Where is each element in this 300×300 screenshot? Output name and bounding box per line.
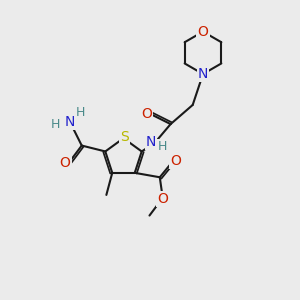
Text: N: N: [198, 67, 208, 81]
Text: N: N: [65, 115, 75, 129]
Text: O: O: [198, 25, 208, 39]
Text: O: O: [157, 192, 168, 206]
Text: O: O: [141, 107, 152, 121]
Text: N: N: [146, 135, 156, 149]
Text: H: H: [76, 106, 86, 119]
Text: S: S: [121, 130, 129, 144]
Text: O: O: [170, 154, 182, 168]
Text: O: O: [59, 156, 70, 170]
Text: H: H: [51, 118, 60, 131]
Text: H: H: [158, 140, 167, 153]
